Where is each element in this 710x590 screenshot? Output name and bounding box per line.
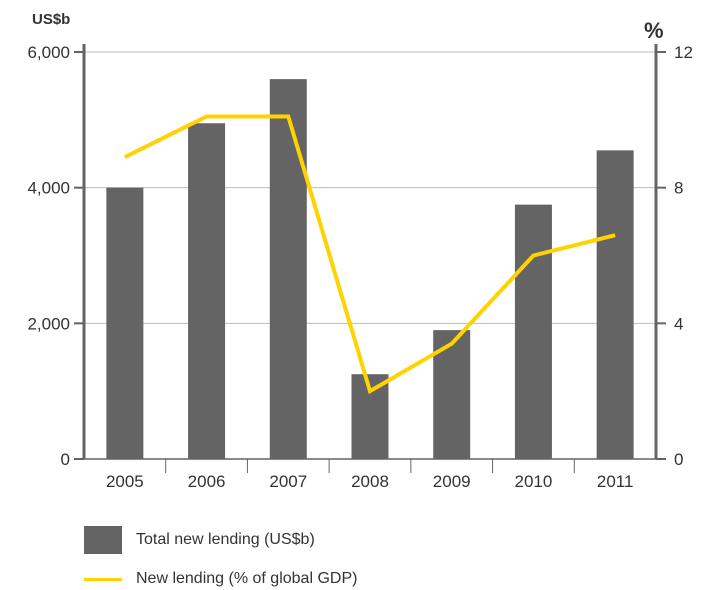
left-tick-label: 2,000 <box>27 314 70 333</box>
bar-series <box>106 79 633 459</box>
x-tick-label: 2005 <box>106 472 144 491</box>
gridlines <box>84 52 656 323</box>
x-tick-label: 2010 <box>515 472 553 491</box>
legend-item-bar: Total new lending (US$b) <box>84 526 315 554</box>
legend-bar-swatch <box>84 526 122 554</box>
combo-chart: 0 2,000 4,000 6,000 0 4 8 12 2005 2006 2007 2008 200… <box>0 0 710 520</box>
x-tick-label: 2008 <box>351 472 389 491</box>
left-axis-unit: US$b <box>32 11 70 28</box>
x-tick-label: 2009 <box>433 472 471 491</box>
legend-item-line: New lending (% of global GDP) <box>84 570 357 588</box>
legend-line-label: New lending (% of global GDP) <box>136 570 357 588</box>
left-tick-label: 4,000 <box>27 179 70 198</box>
x-tick-label: 2006 <box>188 472 226 491</box>
right-tick-label: 0 <box>674 450 683 469</box>
right-tick-label: 4 <box>674 314 683 333</box>
bar-2011 <box>597 150 634 459</box>
left-tick-label: 6,000 <box>27 43 70 62</box>
legend-line-swatch <box>84 578 122 581</box>
legend-bar-label: Total new lending (US$b) <box>136 531 315 549</box>
x-tick-label: 2011 <box>597 472 634 491</box>
bar-2007 <box>270 79 307 459</box>
right-tick-label: 8 <box>674 179 683 198</box>
left-tick-label: 0 <box>61 450 70 469</box>
bar-2010 <box>515 205 552 459</box>
bar-2005 <box>106 188 143 459</box>
x-tick-label: 2007 <box>269 472 307 491</box>
right-tick-label: 12 <box>674 43 693 62</box>
bar-2006 <box>188 123 225 459</box>
right-axis-unit: % <box>644 18 664 43</box>
